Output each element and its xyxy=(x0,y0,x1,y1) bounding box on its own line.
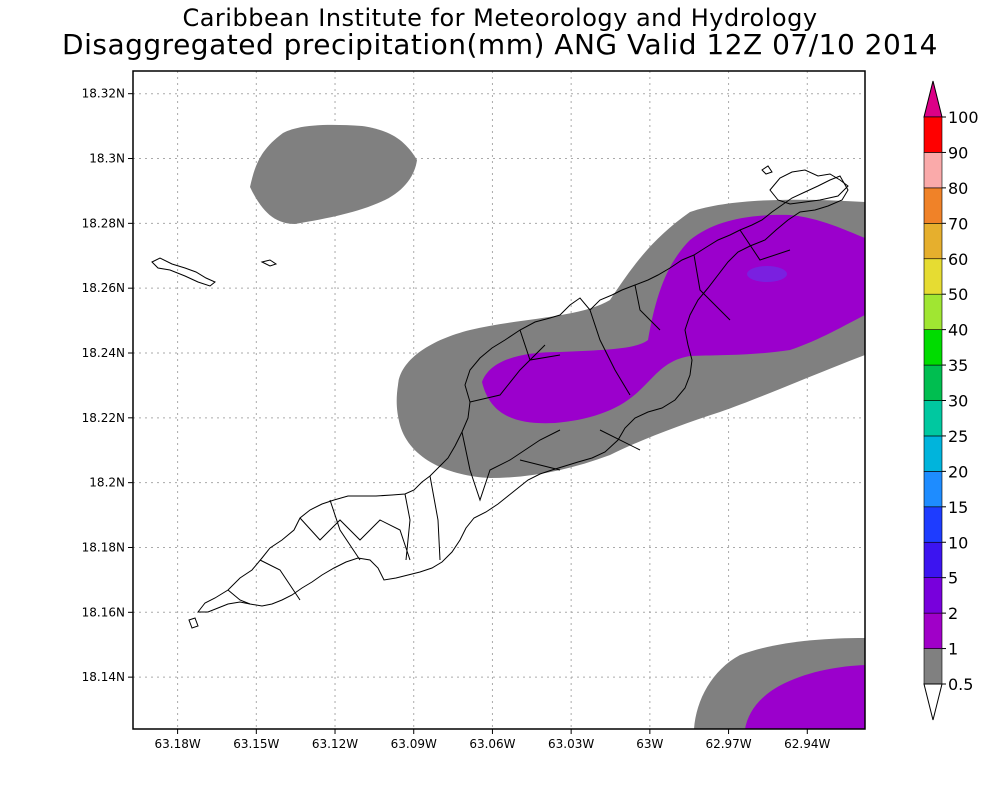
colorbar-segment xyxy=(923,116,943,153)
colorbar-label: 10 xyxy=(948,533,968,552)
map-subtitle: Disaggregated precipitation(mm) ANG Vali… xyxy=(62,28,938,61)
precip-area-0.5mm-north xyxy=(250,124,417,224)
colorbar-label: 20 xyxy=(948,462,968,481)
northeast-islet xyxy=(761,165,849,205)
colorbar-bottom-arrow xyxy=(923,683,943,721)
colorbar-segment xyxy=(923,329,943,366)
colorbar-top-arrow xyxy=(923,80,943,118)
western-islet-3 xyxy=(188,617,199,629)
colorbar-segment xyxy=(923,612,943,649)
colorbar-label: 80 xyxy=(948,179,968,198)
lon-tick-label: 63.03W xyxy=(548,737,594,751)
lat-tick-label: 18.24N xyxy=(82,346,125,360)
lon-tick-label: 63.18W xyxy=(154,737,200,751)
island-outlines xyxy=(151,165,849,629)
lon-tick-label: 63.09W xyxy=(391,737,437,751)
colorbar-label: 15 xyxy=(948,498,968,517)
colorbar-segment xyxy=(923,400,943,437)
colorbar-label: 30 xyxy=(948,392,968,411)
precip-area-1mm-south xyxy=(745,665,865,729)
lat-tick-label: 18.32N xyxy=(82,87,125,101)
colorbar-segment xyxy=(923,541,943,578)
lat-tick-label: 18.22N xyxy=(82,411,125,425)
longitude-axis: 63.18W 63.15W 63.12W 63.09W 63.06W 63.03W 63W 6… xyxy=(154,729,831,751)
lon-tick-label: 63.12W xyxy=(312,737,358,751)
colorbar-label: 1 xyxy=(948,640,958,659)
lat-tick-label: 18.2N xyxy=(89,476,125,490)
lat-tick-label: 18.3N xyxy=(89,152,125,166)
lat-tick-label: 18.28N xyxy=(82,216,125,230)
lat-tick-label: 18.26N xyxy=(82,281,125,295)
colorbar-segment xyxy=(923,223,943,260)
colorbar-segment xyxy=(923,364,943,401)
colorbar-segment xyxy=(923,258,943,295)
colorbar-label: 90 xyxy=(948,143,968,162)
colorbar-segment xyxy=(923,187,943,224)
colorbar-label: 60 xyxy=(948,250,968,269)
colorbar-label: 70 xyxy=(948,214,968,233)
colorbar-label: 100 xyxy=(948,108,979,127)
lon-tick-label: 62.97W xyxy=(705,737,751,751)
colorbar-segment xyxy=(923,506,943,543)
colorbar-label: 35 xyxy=(948,356,968,375)
precipitation-fields xyxy=(250,124,865,729)
lat-tick-label: 18.18N xyxy=(82,540,125,554)
colorbar-label: 5 xyxy=(948,569,958,588)
map-title: Caribbean Institute for Meteorology and … xyxy=(182,4,818,32)
lat-tick-label: 18.16N xyxy=(82,605,125,619)
western-islet-1 xyxy=(151,257,216,287)
colorbar-segment xyxy=(923,435,943,472)
latitude-axis: 18.32N 18.3N 18.28N 18.26N 18.24N 18.22N 18.2N… xyxy=(82,87,133,684)
colorbar-segment xyxy=(923,293,943,330)
lon-tick-label: 63W xyxy=(636,737,663,751)
colorbar-label: 0.5 xyxy=(948,675,973,694)
colorbar-segment xyxy=(923,471,943,508)
colorbar-label: 2 xyxy=(948,604,958,623)
colorbar-label: 25 xyxy=(948,427,968,446)
precip-area-2mm xyxy=(747,266,787,282)
plot-frame xyxy=(132,70,866,730)
lon-tick-label: 63.06W xyxy=(469,737,515,751)
internal-boundary-lines xyxy=(227,229,791,605)
colorbar-segment xyxy=(923,648,943,685)
lon-tick-label: 63.15W xyxy=(233,737,279,751)
colorbar-label: 40 xyxy=(948,321,968,340)
lon-tick-label: 62.94W xyxy=(784,737,830,751)
colorbar-label: 50 xyxy=(948,285,968,304)
lat-tick-label: 18.14N xyxy=(82,670,125,684)
western-islet-2 xyxy=(260,259,278,267)
colorbar-segment xyxy=(923,152,943,189)
colorbar-segment xyxy=(923,577,943,614)
